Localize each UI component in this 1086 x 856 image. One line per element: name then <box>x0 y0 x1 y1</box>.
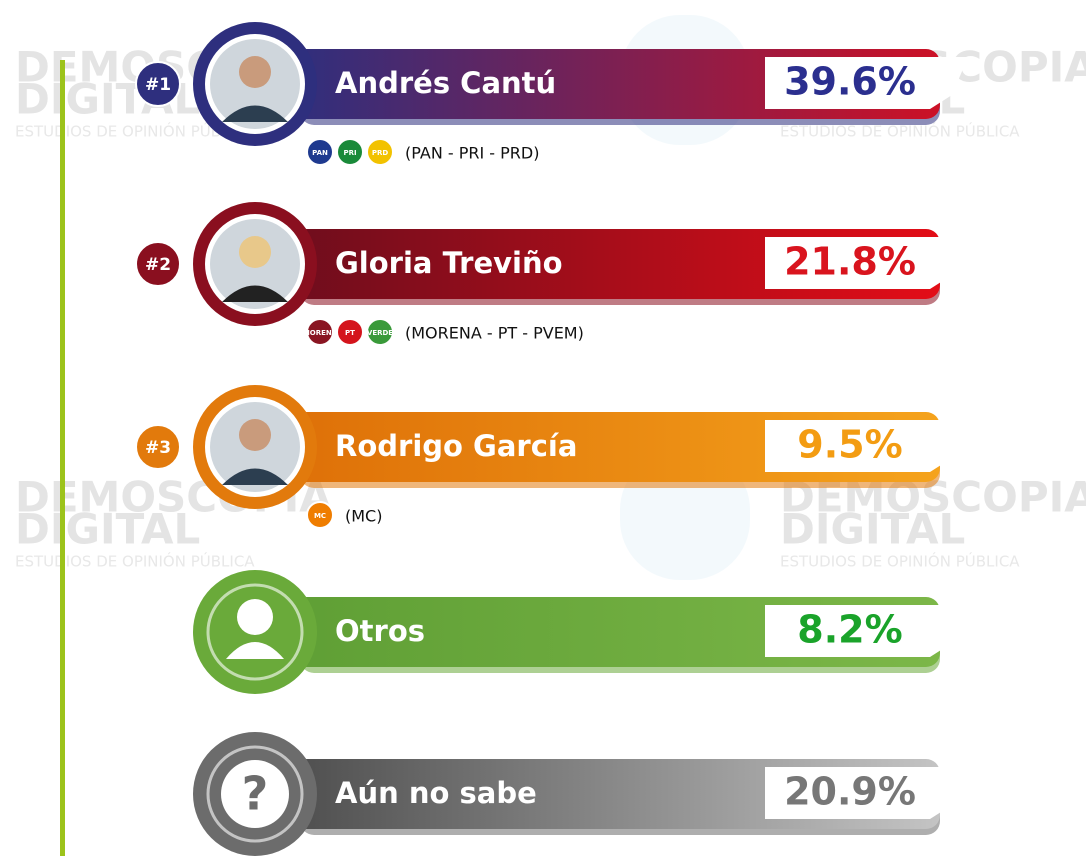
entry: Aún no sabe 20.9%? <box>193 732 968 856</box>
rank-badge <box>135 241 181 287</box>
party-logo <box>336 138 364 166</box>
rank-badge <box>135 424 181 470</box>
entry: Gloria Treviño 21.8% #2 MORENA PT VERDE (MOREN… <box>135 202 968 346</box>
party-logo <box>306 138 334 166</box>
percent-box <box>765 605 968 657</box>
percent-box <box>765 237 968 289</box>
party-names: (PAN - PRI - PRD) <box>405 144 539 163</box>
party-logo <box>306 318 334 346</box>
avatar-body <box>222 468 288 485</box>
watermark-subtitle: DIGITAL <box>15 505 200 554</box>
party-logo-label: PAN <box>312 149 328 157</box>
avatar-head <box>239 56 271 88</box>
party-logo-label: PRI <box>343 149 356 157</box>
candidate-name: Otros <box>335 614 425 648</box>
person-body <box>226 642 284 659</box>
party-logo-label: MC <box>314 512 326 520</box>
percentage: 21.8% <box>784 240 916 284</box>
party-names: (MC) <box>345 507 382 526</box>
percentage: 8.2% <box>797 608 902 652</box>
avatar-border <box>206 745 304 843</box>
avatar-body <box>222 285 288 302</box>
candidate-name: Rodrigo García <box>335 429 577 463</box>
entry: Rodrigo García 9.5% #3 MC (MC) <box>135 385 968 529</box>
percent-box <box>765 767 968 819</box>
rank-badge <box>135 61 181 107</box>
percentage: 20.9% <box>784 770 916 814</box>
watermark-subtitle: DIGITAL <box>780 505 965 554</box>
watermark-caption: ESTUDIOS DE OPINIÓN PÚBLICA <box>15 122 255 141</box>
party-logo-label: MORENA <box>303 329 338 337</box>
icon-circle <box>221 760 289 828</box>
candidate-name: Gloria Treviño <box>335 246 563 280</box>
candidate-name: Aún no sabe <box>335 776 537 810</box>
party-logo-label: PT <box>345 329 355 337</box>
percent-box <box>765 420 968 472</box>
accent-line <box>60 60 65 856</box>
entries: Andrés Cantú 39.6% #1 PAN PRI PRD (PAN - PRI -… <box>135 22 968 856</box>
party-names: (MORENA - PT - PVEM) <box>405 324 584 343</box>
watermark-caption: ESTUDIOS DE OPINIÓN PÚBLICA <box>780 122 1020 141</box>
avatar-body <box>222 105 288 122</box>
party-logo <box>366 318 394 346</box>
entry: Otros 8.2% <box>193 570 968 694</box>
rank-label: #1 <box>145 75 171 95</box>
watermark-caption: ESTUDIOS DE OPINIÓN PÚBLICA <box>15 552 255 571</box>
watermark-caption: ESTUDIOS DE OPINIÓN PÚBLICA <box>780 552 1020 571</box>
percentage: 9.5% <box>797 423 902 467</box>
icon-text: ? <box>242 767 269 821</box>
party-logo <box>366 138 394 166</box>
percent-box <box>765 57 968 109</box>
rank-label: #3 <box>145 438 171 458</box>
party-logo-label: VERDE <box>367 329 393 337</box>
party-logo <box>306 501 334 529</box>
rank-label: #2 <box>145 255 171 275</box>
percentage: 39.6% <box>784 60 916 104</box>
party-logo <box>336 318 364 346</box>
candidate-name: Andrés Cantú <box>335 66 556 100</box>
party-logo-label: PRD <box>372 149 389 157</box>
entry: Andrés Cantú 39.6% #1 PAN PRI PRD (PAN - PRI -… <box>135 22 968 166</box>
person-head <box>237 599 273 635</box>
avatar-head <box>239 236 271 268</box>
avatar-head <box>239 419 271 451</box>
avatar-border <box>206 583 304 681</box>
